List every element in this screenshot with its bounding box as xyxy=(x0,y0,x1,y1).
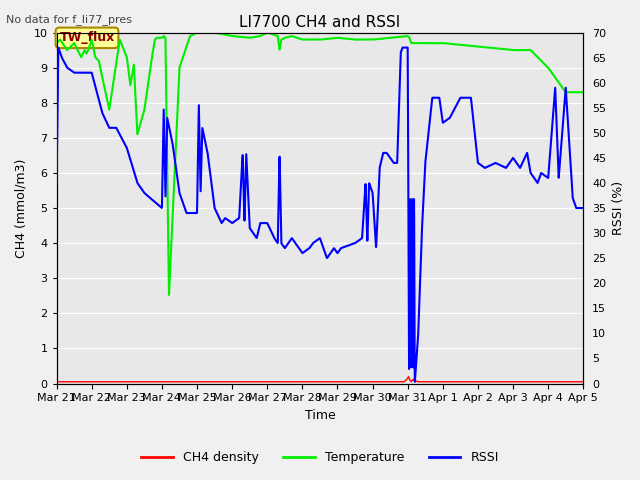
Legend: CH4 density, Temperature, RSSI: CH4 density, Temperature, RSSI xyxy=(136,446,504,469)
Text: TW_flux: TW_flux xyxy=(60,31,115,44)
Y-axis label: CH4 (mmol/m3): CH4 (mmol/m3) xyxy=(15,158,28,258)
Title: LI7700 CH4 and RSSI: LI7700 CH4 and RSSI xyxy=(239,15,401,30)
Text: No data for f_li77_pres: No data for f_li77_pres xyxy=(6,14,132,25)
X-axis label: Time: Time xyxy=(305,409,335,422)
Y-axis label: RSSI (%): RSSI (%) xyxy=(612,181,625,235)
